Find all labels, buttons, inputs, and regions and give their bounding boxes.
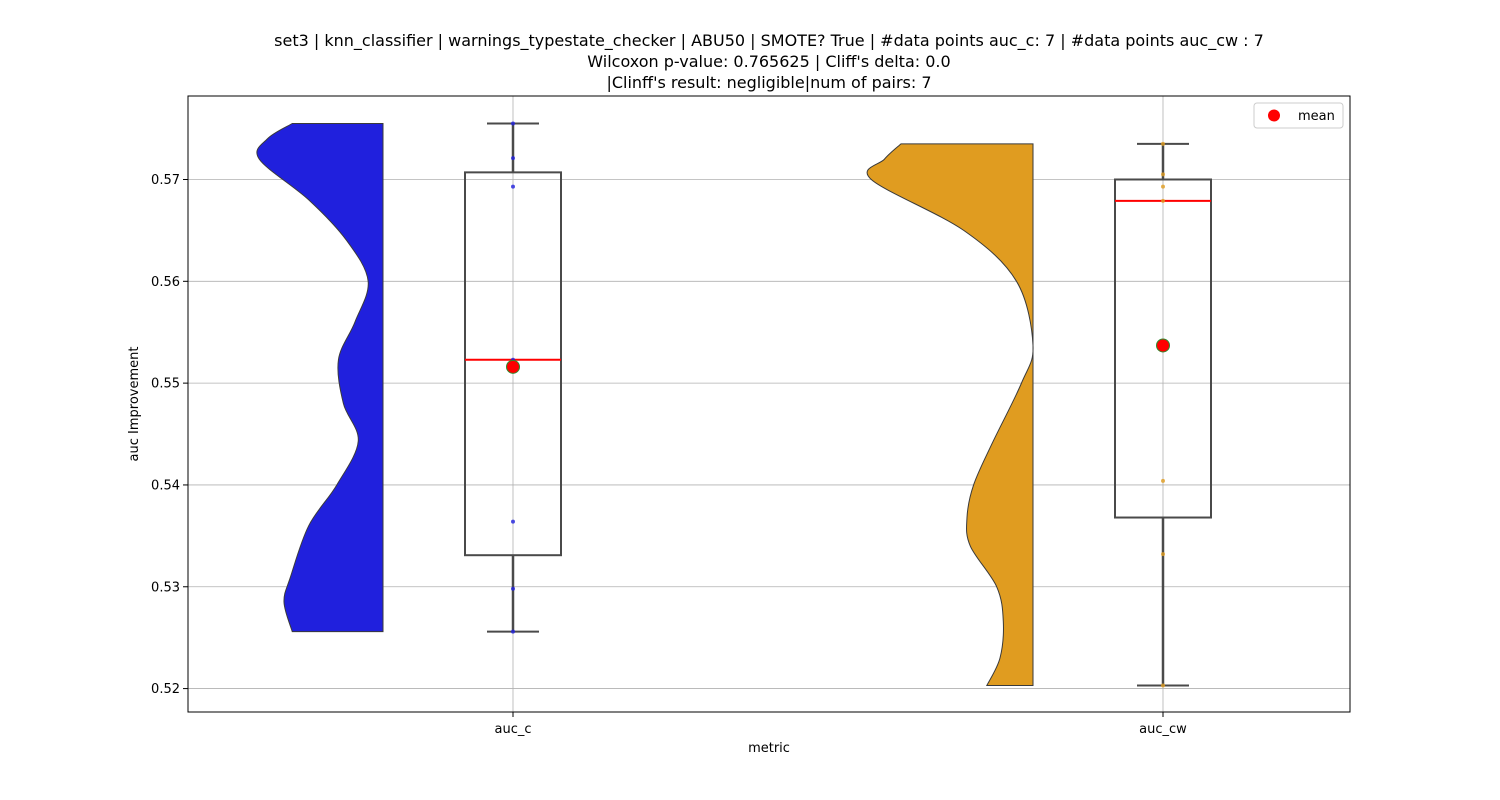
legend: mean [1253,102,1344,129]
data-point-auc_c [511,629,515,634]
plot-area [188,96,1350,712]
title-line-3: |Clinff's result: negligible|num of pair… [606,73,931,92]
violin-auc_cw [866,143,1034,687]
title-line-2: Wilcoxon p-value: 0.765625 | Cliff's del… [587,52,950,71]
data-point-auc_c [511,184,515,189]
data-point-auc_cw [1161,141,1165,146]
y-tick-label: 0.54 [151,478,180,493]
x-axis-label: metric [748,741,790,756]
data-point-auc_c [511,519,515,524]
axes: auc_c auc_cw 0.52 0.53 0.54 0.55 0.56 0.57 [151,173,1187,737]
y-tick-label: 0.56 [151,275,180,290]
title-line-1: set3 | knn_classifier | warnings_typesta… [274,31,1264,51]
data-point-auc_cw [1161,478,1165,483]
box-auc_cw [1114,178,1212,519]
y-tick-label: 0.57 [151,173,180,188]
y-tick-label: 0.53 [151,580,180,595]
data-point-auc_cw [1161,552,1165,557]
data-point-auc_cw [1161,198,1165,203]
x-tick-label-auc_c: auc_c [494,722,531,737]
y-axis-label: auc Improvement [127,347,142,462]
legend-mean-label: mean [1298,109,1335,124]
chart-title: set3 | knn_classifier | warnings_typesta… [274,31,1264,92]
x-tick-label-auc_cw: auc_cw [1139,722,1187,737]
y-tick-label: 0.52 [151,682,180,697]
data-point-auc_cw [1161,184,1165,189]
data-point-auc_c [511,586,515,591]
data-point-auc_c [511,121,515,126]
legend-frame [1253,102,1344,129]
legend-mean-marker [1268,109,1280,122]
data-point-auc_cw [1161,172,1165,177]
mean-marker-auc_cw [1156,338,1170,353]
data-point-auc_c [511,156,515,161]
y-tick-label: 0.55 [151,377,180,392]
box-auc_c [464,171,562,557]
mean-marker-auc_c [506,359,520,374]
violin-auc_c [256,122,384,633]
plot-frame [187,95,1351,713]
data-point-auc_cw [1161,683,1165,688]
